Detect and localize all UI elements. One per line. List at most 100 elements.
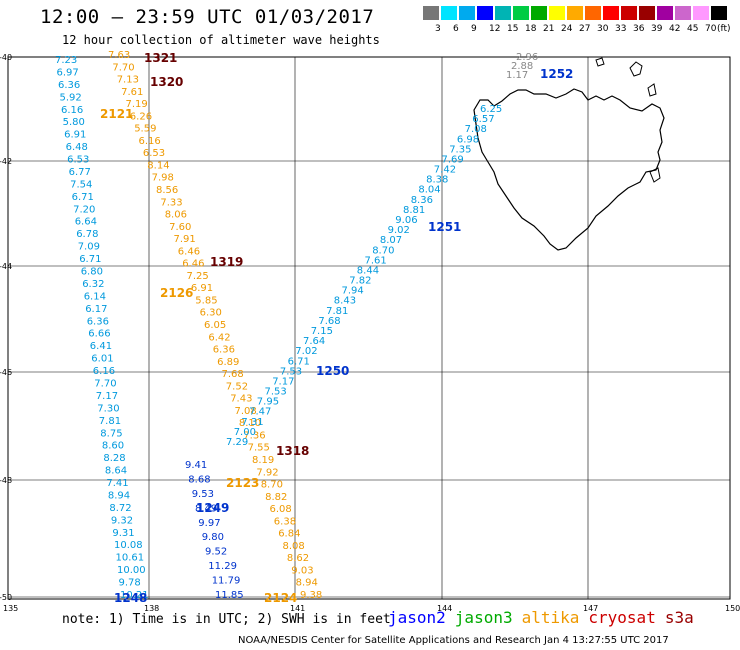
wave-height-value: 7.70: [94, 379, 116, 390]
wave-height-value: 7.17: [272, 377, 294, 388]
longitude-label: 144: [437, 604, 452, 613]
scale-label: 21: [543, 24, 555, 34]
wave-height-value: 7.70: [112, 62, 134, 73]
longitude-label: 138: [144, 604, 159, 613]
wave-height-value: 8.60: [102, 441, 124, 452]
axis-labels: -40 -42 -44 -46 -48 -50 135 138 141 144 147 150: [0, 53, 740, 613]
wave-height-value: 8.70: [261, 480, 283, 491]
wave-height-value: 9.97: [198, 518, 220, 529]
wave-height-value: 7.00: [234, 427, 256, 438]
page-subtitle: 12 hour collection of altimeter wave hei…: [62, 33, 380, 47]
wave-height-value: 6.64: [75, 217, 97, 228]
legend-item-s3a: s3a: [664, 608, 694, 627]
wave-height-value: 7.54: [70, 179, 92, 190]
wave-height-value: 7.91: [174, 234, 196, 245]
wave-height-value: 7.20: [73, 204, 95, 215]
scale-swatch: [423, 6, 439, 20]
wave-height-value: 7.09: [78, 242, 100, 253]
wave-height-value: 7.30: [97, 403, 119, 414]
wave-height-value: 8.36: [411, 195, 433, 206]
latitude-label: -44: [0, 262, 12, 271]
longitude-label: 141: [290, 604, 305, 613]
wave-height-value: 7.43: [230, 394, 252, 405]
wave-height-value: 7.68: [222, 369, 244, 380]
scale-swatch: [657, 6, 673, 20]
wave-height-value: 8.14: [147, 161, 169, 172]
lat-lon-grid: [7, 56, 731, 599]
wave-height-value: 8.82: [265, 492, 287, 503]
wave-height-value: 10.21: [120, 590, 149, 601]
wave-height-value: 9.52: [205, 547, 227, 558]
scale-swatch: [441, 6, 457, 20]
scale-swatch: [477, 6, 493, 20]
wave-height-value: 6.78: [76, 229, 98, 240]
wave-height-value: 7.29: [226, 437, 248, 448]
wave-height-value: 5.85: [195, 296, 217, 307]
wave-height-value: 8.28: [103, 453, 125, 464]
wave-height-value: 8.07: [380, 235, 402, 246]
wave-height-value: 10.61: [116, 553, 145, 564]
orbit-number-label: 2126: [160, 286, 193, 300]
wave-height-value: 6.36: [87, 316, 109, 327]
orbit-number-label: 1318: [276, 444, 309, 458]
longitude-label: 135: [3, 604, 18, 613]
wave-height-value: 6.42: [208, 332, 230, 343]
orbit-number-label: 2123: [226, 476, 259, 490]
orbit-number-label: 1319: [210, 255, 243, 269]
latitude-label: -50: [0, 593, 12, 602]
orbit-labels: 1321 1320 2121 1319 2126 1250 1251 1252 1318 2123…: [100, 51, 573, 605]
scale-label: 27: [579, 24, 591, 34]
orbit-number-label: 2124: [264, 591, 297, 605]
wave-height-value: 8.68: [188, 474, 210, 485]
wave-height-value: 7.36: [243, 431, 265, 442]
wave-height-value: 5.80: [63, 117, 85, 128]
wave-height-value: 1.17: [506, 70, 528, 81]
wave-height-value: 6.84: [278, 529, 300, 540]
wave-height-value: 2.96: [516, 52, 538, 63]
wave-height-value: 6.01: [91, 354, 113, 365]
grey-values: 2.962.881.17: [506, 52, 538, 81]
wave-height-value: 6.16: [93, 366, 115, 377]
wave-height-value: 7.95: [257, 397, 279, 408]
wave-height-value: 6.80: [81, 267, 103, 278]
scale-label: 30: [597, 24, 609, 34]
wave-height-value: 6.91: [191, 283, 213, 294]
wave-height-value: 8.06: [165, 210, 187, 221]
scale-swatch: [585, 6, 601, 20]
wave-height-value: 8.10: [239, 418, 261, 429]
wave-height-value: 7.61: [365, 255, 387, 266]
wave-height-value: 7.42: [434, 165, 456, 176]
wave-height-value: 6.71: [79, 254, 101, 265]
wave-height-value: 9.06: [395, 215, 417, 226]
credit-line: NOAA/NESDIS Center for Satellite Applica…: [238, 635, 669, 646]
wave-height-value: 6.46: [178, 246, 200, 257]
wave-height-value: 6.30: [200, 308, 222, 319]
scale-swatch: [603, 6, 619, 20]
scale-label: 36: [633, 24, 645, 34]
scale-swatch: [459, 6, 475, 20]
wave-height-value: 6.08: [270, 504, 292, 515]
island-south-icon: [649, 167, 661, 183]
wave-height-value: 6.48: [66, 142, 88, 153]
wave-height-value: 6.36: [58, 80, 80, 91]
scale-label: 15: [507, 24, 519, 34]
wave-height-value: 8.72: [109, 503, 131, 514]
orbit-number-label: 1248: [114, 591, 147, 605]
orbit-number-label: 1250: [316, 364, 349, 378]
wave-height-value: 8.08: [283, 541, 305, 552]
scale-swatch: [621, 6, 637, 20]
wave-height-value: 9.53: [192, 489, 214, 500]
wave-height-value: 7.25: [187, 271, 209, 282]
scale-swatch: [639, 6, 655, 20]
wave-height-value: 7.33: [160, 197, 182, 208]
wave-height-value: 8.94: [108, 491, 130, 502]
wave-height-value: 8.19: [252, 455, 274, 466]
wave-height-value: 9.03: [291, 566, 313, 577]
wave-height-value: 7.68: [318, 316, 340, 327]
wave-height-value: 6.16: [139, 136, 161, 147]
wave-height-value: 7.52: [226, 381, 248, 392]
wave-height-value: 7.15: [311, 326, 333, 337]
latitude-label: -48: [0, 476, 12, 485]
wave-height-value: 9.38: [300, 590, 322, 601]
